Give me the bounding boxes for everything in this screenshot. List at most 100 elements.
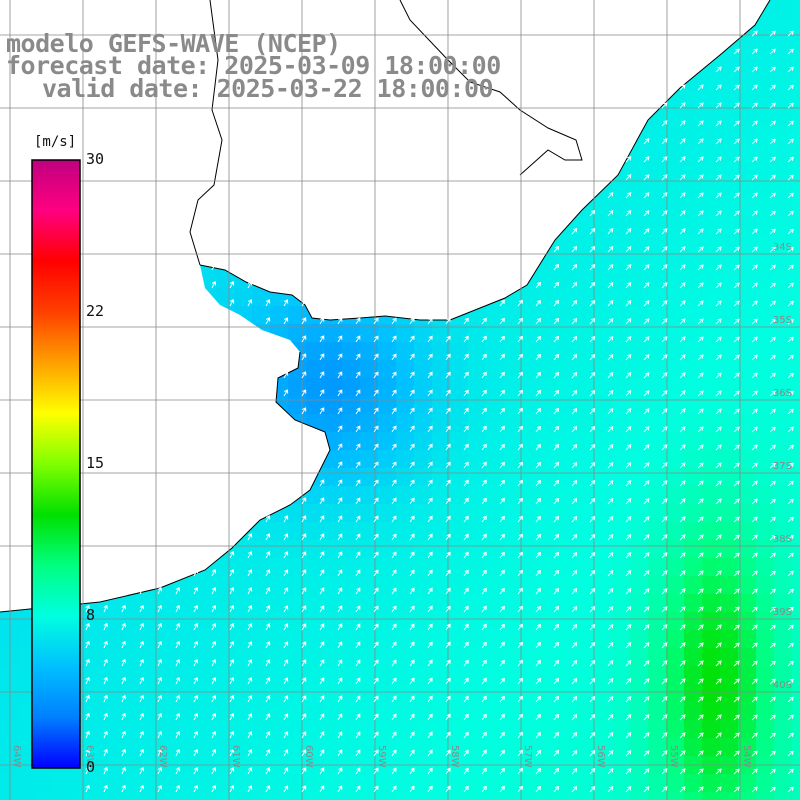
wind-cell bbox=[558, 396, 577, 415]
wind-cell bbox=[306, 720, 325, 739]
wind-cell bbox=[720, 270, 739, 289]
wind-cell bbox=[558, 666, 577, 685]
wind-arrow bbox=[643, 156, 650, 163]
valid-date: valid date: 2025-03-22 18:00:00 bbox=[42, 74, 494, 103]
wind-arrow bbox=[751, 264, 758, 271]
wind-arrow bbox=[499, 641, 505, 649]
wind-arrow bbox=[337, 551, 343, 559]
wind-cell bbox=[90, 774, 109, 793]
wind-arrow bbox=[445, 425, 451, 433]
wind-arrow bbox=[733, 156, 740, 163]
wind-arrow bbox=[571, 768, 578, 775]
wind-arrow bbox=[535, 479, 541, 487]
wind-cell bbox=[234, 720, 253, 739]
wind-arrow bbox=[481, 317, 487, 325]
wind-arrow bbox=[589, 732, 596, 739]
wind-arrow bbox=[625, 570, 632, 577]
wind-arrow bbox=[85, 784, 90, 793]
wind-cell bbox=[612, 324, 631, 343]
wind-arrow bbox=[373, 767, 379, 775]
wind-arrow bbox=[787, 444, 794, 451]
wind-arrow bbox=[571, 642, 578, 649]
wind-arrow bbox=[589, 768, 596, 775]
wind-cell bbox=[486, 558, 505, 577]
wind-cell bbox=[684, 180, 703, 199]
wind-cell bbox=[648, 774, 667, 793]
wind-cell bbox=[684, 90, 703, 109]
wind-arrow bbox=[121, 640, 126, 649]
wind-cell bbox=[306, 684, 325, 703]
wind-cell bbox=[630, 522, 649, 541]
wind-arrow bbox=[751, 66, 758, 73]
wind-cell bbox=[792, 396, 800, 415]
wind-arrow bbox=[751, 606, 758, 613]
lon-label: 62W bbox=[157, 745, 168, 768]
wind-cell bbox=[594, 324, 613, 343]
wind-cell bbox=[594, 450, 613, 469]
wind-arrow bbox=[283, 551, 289, 559]
wind-cell bbox=[558, 414, 577, 433]
wind-arrow bbox=[769, 696, 776, 703]
wind-arrow bbox=[337, 389, 343, 397]
wind-cell bbox=[612, 450, 631, 469]
wind-arrow bbox=[337, 767, 343, 775]
wind-cell bbox=[792, 612, 800, 631]
wind-arrow bbox=[625, 588, 632, 595]
wind-cell bbox=[108, 738, 127, 757]
wind-cell bbox=[576, 774, 595, 793]
wind-arrow bbox=[517, 767, 523, 775]
wind-cell bbox=[576, 288, 595, 307]
wind-cell bbox=[450, 774, 469, 793]
wind-arrow bbox=[769, 48, 776, 55]
wind-arrow bbox=[697, 678, 704, 685]
wind-cell bbox=[648, 576, 667, 595]
wind-cell bbox=[450, 432, 469, 451]
wind-cell bbox=[0, 792, 19, 800]
wind-arrow bbox=[787, 354, 794, 361]
wind-arrow bbox=[679, 606, 686, 613]
wind-cell bbox=[720, 612, 739, 631]
wind-cell bbox=[738, 54, 757, 73]
wind-cell bbox=[504, 432, 523, 451]
wind-arrow bbox=[697, 264, 704, 271]
wind-cell bbox=[450, 360, 469, 379]
wind-cell bbox=[324, 414, 343, 433]
lon-label: 64W bbox=[11, 745, 22, 768]
wind-arrow bbox=[499, 533, 505, 541]
wind-cell bbox=[792, 126, 800, 145]
wind-arrow bbox=[409, 407, 415, 415]
wind-cell bbox=[702, 270, 721, 289]
wind-arrow bbox=[463, 659, 469, 667]
wind-cell bbox=[612, 792, 631, 800]
wind-cell bbox=[702, 162, 721, 181]
wind-cell bbox=[396, 324, 415, 343]
wind-arrow bbox=[481, 785, 487, 793]
wind-cell bbox=[576, 630, 595, 649]
wind-arrow bbox=[229, 695, 235, 703]
wind-arrow bbox=[373, 479, 379, 487]
wind-cell bbox=[432, 702, 451, 721]
wind-cell bbox=[234, 648, 253, 667]
wind-arrow bbox=[211, 641, 217, 649]
wind-cell bbox=[486, 612, 505, 631]
wind-cell bbox=[378, 630, 397, 649]
wind-arrow bbox=[517, 317, 523, 325]
wind-arrow bbox=[409, 623, 415, 631]
wind-arrow bbox=[355, 497, 361, 505]
wind-arrow bbox=[445, 479, 451, 487]
wind-cell bbox=[360, 432, 379, 451]
wind-cell bbox=[576, 306, 595, 325]
wind-arrow bbox=[265, 587, 271, 595]
wind-cell bbox=[504, 630, 523, 649]
wind-cell bbox=[522, 486, 541, 505]
wind-cell bbox=[468, 414, 487, 433]
wind-cell bbox=[522, 738, 541, 757]
wind-cell bbox=[504, 558, 523, 577]
wind-cell bbox=[648, 396, 667, 415]
wind-cell bbox=[540, 504, 559, 523]
wind-cell bbox=[252, 306, 271, 325]
wind-arrow bbox=[355, 677, 361, 685]
wind-cell bbox=[504, 594, 523, 613]
wind-arrow bbox=[319, 731, 325, 739]
wind-cell bbox=[648, 360, 667, 379]
